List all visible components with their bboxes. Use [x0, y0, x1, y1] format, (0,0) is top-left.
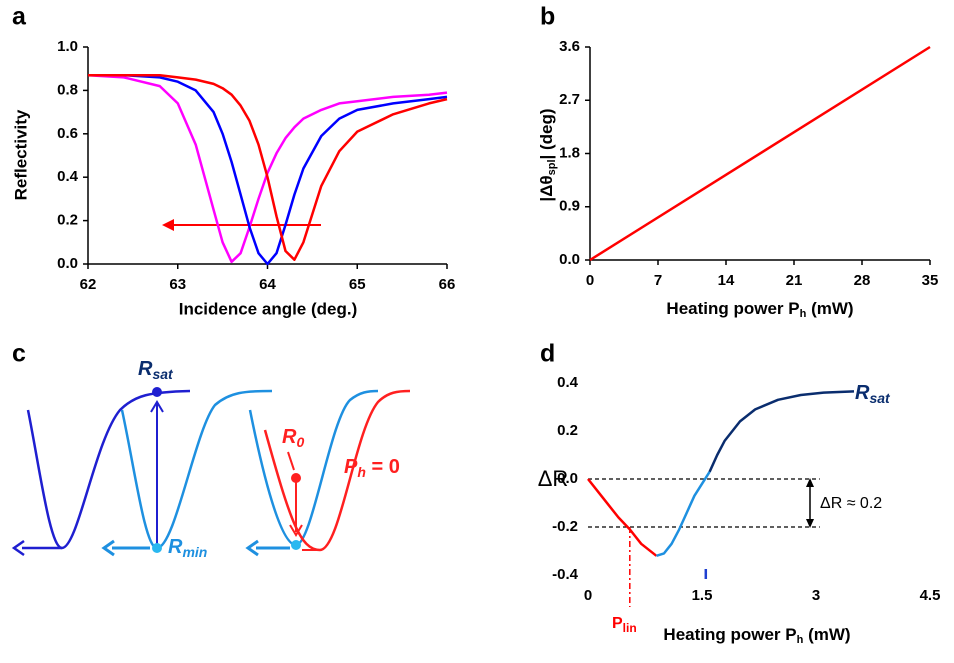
label-part: |Δθ	[537, 175, 556, 201]
x-tick-label: 35	[922, 272, 939, 289]
y-axis-label: ΔR	[538, 466, 569, 491]
x-axis-label: Heating power Ph (mW)	[666, 299, 853, 319]
y-axis-label: Reflectivity	[11, 109, 30, 200]
label-sub: sat	[152, 366, 174, 382]
y-tick-label: 0.4	[557, 374, 579, 391]
arrow-head	[11, 539, 25, 557]
label-part: R	[168, 536, 183, 558]
x-tick-label: 4.5	[920, 587, 941, 604]
label-part: P	[344, 456, 358, 478]
line	[708, 390, 855, 473]
label-part: R	[282, 426, 297, 448]
y-tick-label: 0.8	[57, 81, 78, 98]
label-part: Heating power P	[666, 299, 799, 318]
y-tick-label: 1.0	[57, 38, 78, 55]
y-axis-label: |Δθspl| (deg)	[537, 108, 557, 201]
y-tick-label: 3.6	[559, 38, 580, 55]
curve	[248, 389, 379, 547]
label-sub: h	[357, 464, 366, 480]
x-tick-label: 28	[854, 272, 871, 289]
dot	[291, 473, 301, 483]
diagram	[11, 389, 411, 557]
y-tick-label: 1.8	[559, 144, 580, 161]
y-tick-label: 0.4	[57, 168, 79, 185]
annotation: Rsat	[855, 382, 891, 405]
label-sub: h	[797, 634, 804, 646]
curve	[26, 389, 191, 550]
delta-arrow	[806, 478, 814, 528]
panel-label: b	[540, 3, 555, 31]
x-tick-label: 14	[718, 272, 735, 289]
x-tick-label: 3	[812, 587, 820, 604]
label-part: | (deg)	[537, 108, 556, 159]
y-tick-label: 0.2	[557, 422, 578, 439]
panel-label: d	[540, 340, 555, 368]
y-tick-label: -0.4	[552, 566, 579, 583]
label-sub: spl	[546, 159, 558, 175]
panel-label: c	[12, 340, 26, 368]
annotation: Plin	[612, 615, 637, 635]
x-tick-label: 66	[439, 276, 456, 293]
label-part: R	[855, 382, 870, 404]
x-tick-label: 64	[259, 276, 276, 293]
line	[88, 73, 448, 266]
y-tick-label: -0.2	[552, 518, 578, 535]
line	[88, 73, 448, 261]
x-tick-label: 62	[80, 276, 97, 293]
y-tick-label: 0.6	[57, 125, 78, 142]
label-part: (mW)	[803, 625, 850, 644]
x-tick-label: 0	[586, 272, 594, 289]
line	[656, 471, 711, 557]
y-tick-label: 0.0	[557, 470, 578, 487]
x-tick-label: 65	[349, 276, 366, 293]
line	[589, 45, 931, 262]
annotation: Rmin	[168, 536, 207, 559]
arrow-head	[150, 400, 164, 413]
x-tick-label: 21	[786, 272, 803, 289]
label-part: (mW)	[806, 299, 853, 318]
y-tick-label: 0.0	[559, 251, 580, 268]
y-tick-label: 2.7	[559, 91, 580, 108]
panel-label: a	[12, 3, 27, 31]
shift-arrow	[162, 219, 321, 231]
label-part: P	[612, 615, 623, 632]
x-tick-label: 1.5	[692, 587, 713, 604]
curve	[120, 389, 273, 550]
arrow	[287, 451, 295, 471]
y-tick-label: 0.0	[57, 255, 78, 272]
label-sub: lin	[623, 621, 637, 635]
label-part: Heating power P	[663, 625, 796, 644]
annotation: ΔR ≈ 0.2	[820, 495, 882, 512]
x-tick-label: 63	[169, 276, 186, 293]
x-tick-label: 0	[584, 587, 592, 604]
x-axis-label: Incidence angle (deg.)	[179, 299, 358, 318]
y-tick-label: 0.2	[57, 212, 78, 229]
dot	[152, 543, 162, 553]
label-sub: sat	[869, 390, 891, 406]
label-sub: h	[800, 308, 807, 320]
dot	[291, 540, 301, 550]
label-part: R	[138, 358, 153, 380]
label-sub: 0	[296, 434, 304, 450]
label-part: = 0	[366, 456, 400, 478]
line	[87, 73, 448, 264]
arrow-head	[289, 524, 303, 537]
y-tick-label: 0.9	[559, 198, 580, 215]
label-sub: min	[182, 544, 207, 560]
annotation: Ph = 0	[344, 456, 400, 479]
curve	[263, 389, 411, 552]
arrow-head	[245, 539, 259, 557]
arrow-head	[101, 539, 115, 557]
dot	[152, 387, 162, 397]
annotation: R0	[282, 426, 304, 449]
annotation: Rsat	[138, 358, 174, 381]
x-tick-label: 7	[654, 272, 662, 289]
x-axis-label: Heating power Ph (mW)	[663, 625, 850, 645]
line	[587, 478, 658, 557]
